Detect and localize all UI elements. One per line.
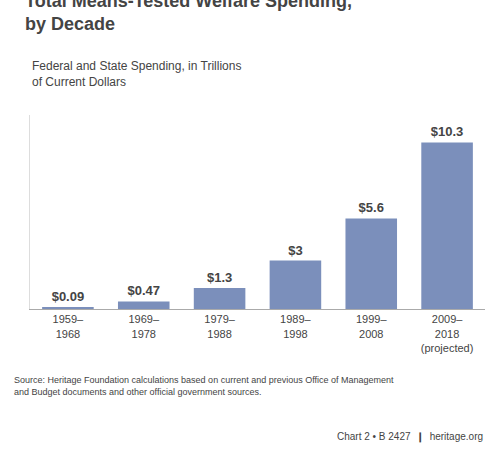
svg-text:Source: Heritage Foundation ca: Source: Heritage Foundation calculations… <box>14 375 394 397</box>
svg-text:Chart 2 • B 2427 ❙ heritage.: Chart 2 • B 2427 ❙ heritage.org <box>337 431 483 443</box>
svg-text:$5.6: $5.6 <box>359 200 384 215</box>
svg-text:1999–2008: 1999–2008 <box>356 313 387 339</box>
svg-text:Total Means-Tested Welfare Spe: Total Means-Tested Welfare Spending,by D… <box>25 0 352 34</box>
svg-text:2009–2018(projected): 2009–2018(projected) <box>421 313 474 354</box>
svg-text:1979–1988: 1979–1988 <box>204 313 235 339</box>
svg-text:$1.3: $1.3 <box>207 270 232 285</box>
svg-text:$0.09: $0.09 <box>52 289 85 304</box>
svg-text:1969–1978: 1969–1978 <box>128 313 159 339</box>
svg-text:1989–1998: 1989–1998 <box>280 313 311 339</box>
svg-text:$3: $3 <box>288 243 302 258</box>
svg-text:$10.3: $10.3 <box>431 124 464 139</box>
svg-text:$0.47: $0.47 <box>127 283 160 298</box>
svg-text:1959–1968: 1959–1968 <box>53 313 84 339</box>
svg-text:Federal and State Spending, in: Federal and State Spending, in Trillions… <box>32 59 241 89</box>
